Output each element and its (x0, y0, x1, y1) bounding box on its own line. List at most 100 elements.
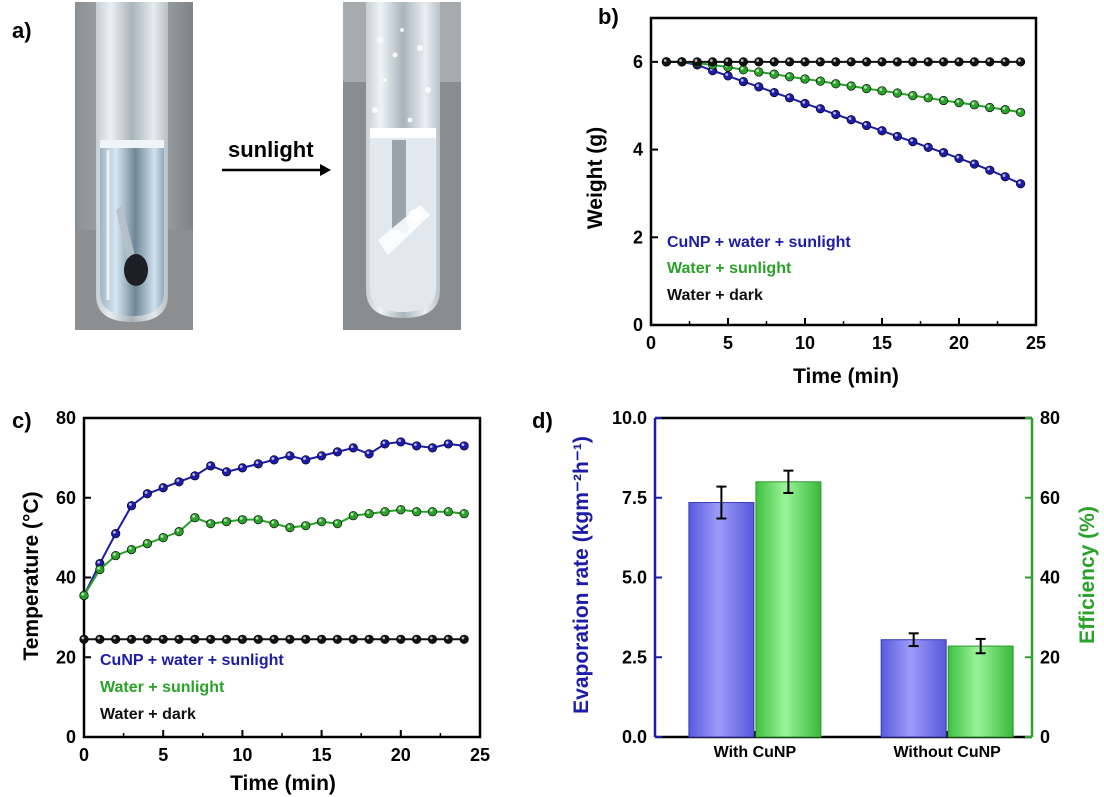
temp-point-highlight (303, 457, 306, 460)
panel-d-label: d) (532, 408, 553, 433)
temp-point-1 (206, 519, 216, 529)
temp-point-highlight (144, 540, 148, 544)
weight-point-1 (877, 86, 887, 96)
weight-point-highlight (756, 59, 759, 62)
temp-point-highlight (334, 636, 338, 640)
weight-point-highlight (802, 100, 806, 104)
temp-point-2 (317, 634, 327, 644)
temp-point-highlight (382, 441, 386, 445)
weight-point-1 (831, 79, 841, 89)
weight-point-highlight (956, 155, 960, 159)
temp-point-highlight (223, 469, 227, 472)
temp-point-highlight (350, 512, 354, 516)
weight-point-highlight (663, 59, 667, 62)
weight-point-highlight (987, 167, 990, 171)
legend-b-water-dark: Water + dark (667, 287, 763, 304)
temp-point-1 (269, 519, 279, 529)
temp-point-0 (142, 489, 152, 499)
temp-point-highlight (255, 516, 259, 520)
sunlight-label: sunlight (228, 137, 314, 162)
temp-point-2 (95, 634, 105, 644)
weight-point-highlight (910, 92, 913, 96)
efficiency-ylabel: Efficiency (%) (1076, 506, 1099, 644)
temp-point-1 (396, 505, 406, 515)
weight-point-highlight (1018, 59, 1021, 62)
evaporation-ylabel: Evaporation rate (kgm⁻²h⁻¹) (570, 436, 593, 714)
weight-point-2 (815, 57, 826, 67)
weight-ytick-label: 6 (633, 52, 643, 72)
temp-point-highlight (461, 636, 465, 640)
temp-point-2 (269, 634, 279, 644)
temp-point-0 (380, 439, 390, 449)
temp-point-highlight (208, 520, 211, 524)
temp-point-highlight (445, 441, 449, 445)
temp-point-1 (221, 517, 232, 527)
temp-point-highlight (287, 524, 291, 528)
weight-point-highlight (817, 78, 821, 82)
temp-point-highlight (319, 518, 322, 522)
panel-b-label: b) (598, 4, 619, 29)
temp-point-1 (95, 564, 105, 575)
weight-point-highlight (740, 67, 744, 70)
temp-point-highlight (461, 443, 465, 447)
temp-xtick-label: 20 (391, 745, 411, 765)
temp-point-highlight (223, 518, 227, 522)
weight-point-1 (908, 91, 918, 101)
weight-xtick-label: 15 (872, 333, 892, 353)
weight-point-1 (938, 95, 949, 106)
weight-point-highlight (864, 85, 867, 89)
temp-point-0 (206, 461, 216, 471)
temp-point-highlight (414, 636, 417, 640)
weight-point-2 (892, 57, 903, 67)
temp-point-highlight (319, 636, 322, 640)
temp-point-2 (443, 634, 453, 644)
right-ytick-label: 0 (1040, 727, 1050, 747)
weight-point-1 (800, 74, 810, 84)
weight-point-1 (784, 72, 795, 82)
weight-point-highlight (817, 59, 821, 62)
weight-point-highlight (971, 161, 975, 165)
temp-point-0 (237, 463, 247, 473)
weight-point-highlight (756, 69, 759, 73)
temp-point-2 (174, 634, 184, 644)
weight-point-0 (769, 87, 779, 98)
weight-point-highlight (941, 59, 944, 62)
weight-point-highlight (956, 59, 960, 62)
temperature-chart: 0 5 10 15 20 25 0 20 40 60 80 (56, 408, 490, 765)
weight-point-2 (723, 57, 733, 67)
weight-point-0 (831, 109, 841, 120)
weight-point-highlight (894, 59, 898, 62)
temp-point-highlight (160, 485, 164, 488)
weight-point-highlight (864, 122, 867, 126)
weight-point-0 (908, 137, 918, 147)
weight-point-highlight (1018, 181, 1021, 184)
weight-point-highlight (848, 117, 852, 120)
temp-point-0 (396, 437, 406, 447)
right-ytick-label: 40 (1040, 568, 1060, 588)
temperature-xlabel: Time (min) (230, 772, 336, 795)
temp-point-0 (253, 459, 263, 469)
weight-point-0 (723, 71, 733, 81)
temp-point-2 (459, 634, 469, 644)
weight-point-2 (969, 57, 980, 67)
weight-point-highlight (1002, 174, 1006, 177)
temp-point-highlight (223, 636, 227, 640)
weight-point-highlight (787, 59, 790, 62)
weight-xtick-label: 0 (646, 333, 656, 353)
temp-point-1 (459, 509, 469, 519)
weight-point-0 (815, 104, 826, 114)
weight-point-highlight (910, 59, 913, 62)
weight-point-1 (985, 102, 995, 113)
weight-point-highlight (771, 89, 775, 93)
temp-point-1 (443, 507, 453, 517)
temp-point-1 (332, 519, 343, 529)
temp-point-highlight (239, 636, 243, 640)
temp-point-highlight (334, 520, 338, 524)
sunlight-arrow (222, 164, 331, 176)
weight-point-highlight (879, 88, 883, 91)
temp-point-highlight (319, 453, 322, 456)
weight-point-2 (938, 57, 949, 67)
weight-point-0 (877, 126, 887, 136)
temp-point-highlight (113, 530, 116, 534)
temp-point-highlight (445, 636, 449, 640)
